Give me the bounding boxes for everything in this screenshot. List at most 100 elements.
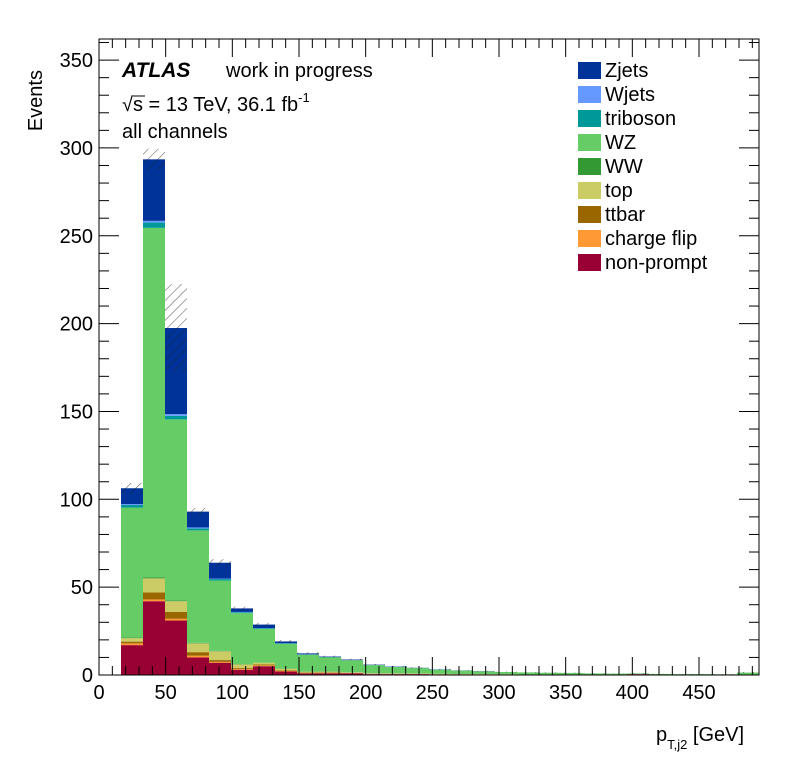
bar-WZ-11 — [363, 665, 385, 674]
uncertainty-band-20 — [561, 672, 583, 674]
bar-WZ-21 — [583, 673, 605, 675]
uncertainty-band-4 — [209, 559, 231, 567]
bar-WZ-12 — [385, 667, 407, 674]
bar-WZ-4 — [209, 580, 231, 651]
bar-non-prompt-2 — [165, 620, 187, 675]
bar-ttbar-3 — [187, 652, 209, 656]
bar-top-9 — [319, 671, 341, 673]
stacked-bars — [121, 159, 759, 675]
bar-ttbar-2 — [165, 611, 187, 619]
uncertainty-band-13 — [407, 667, 429, 669]
uncertainty-band-6 — [253, 622, 275, 627]
uncertainty-band-11 — [363, 663, 385, 666]
bar-triboson-0 — [121, 504, 143, 508]
bar-WZ-0 — [121, 507, 143, 638]
bar-WZ-7 — [275, 643, 297, 669]
x-tick-label: 0 — [93, 682, 104, 704]
bar-non-prompt-6 — [253, 666, 275, 675]
bar-WZ-22 — [605, 673, 627, 675]
bar-WZ-28 — [737, 672, 759, 675]
bar-charge-flip-2 — [165, 618, 187, 621]
channel-label: all channels — [122, 121, 228, 143]
bar-WZ-5 — [231, 613, 253, 665]
bar-top-0 — [121, 638, 143, 642]
uncertainty-band-1 — [143, 148, 165, 170]
bar-triboson-4 — [209, 579, 231, 581]
axis-ticks: 0 50 100 150 200 250 300 350 400 450 0 50 100 150 200 2… — [60, 39, 759, 704]
bar-ttbar-0 — [121, 641, 143, 644]
bar-top-2 — [165, 601, 187, 612]
bar-WZ-2 — [165, 419, 187, 601]
bar-non-prompt-5 — [231, 669, 253, 675]
uncertainty-band-18 — [517, 672, 539, 673]
bar-WZ-19 — [539, 672, 561, 675]
x-tick-label: 450 — [682, 682, 715, 704]
bar-WZ-24 — [649, 673, 671, 675]
y-tick-label: 200 — [60, 314, 93, 336]
bar-Wjets-0 — [121, 504, 143, 505]
bar-Zjets-4 — [209, 562, 231, 579]
bar-charge-flip-1 — [143, 599, 165, 602]
legend-swatch-triboson — [578, 110, 601, 127]
uncertainty-band-9 — [319, 655, 341, 658]
bar-WZ-18 — [517, 672, 539, 675]
bar-WZ-1 — [143, 227, 165, 578]
legend-label-Zjets: Zjets — [605, 60, 648, 82]
bar-WZ-25 — [671, 674, 693, 675]
bar-triboson-5 — [231, 612, 253, 614]
legend-swatch-top — [578, 182, 601, 199]
uncertainty-band-19 — [539, 672, 561, 674]
bar-non-prompt-4 — [209, 662, 231, 675]
legend-label-top: top — [605, 180, 633, 202]
bar-WZ-26 — [693, 674, 715, 675]
legend-swatch-WZ — [578, 134, 601, 151]
uncertainty-band-14 — [429, 668, 451, 670]
legend-swatch-Wjets — [578, 86, 601, 103]
y-tick-label: 50 — [71, 577, 93, 599]
bar-WZ-3 — [187, 530, 209, 643]
bar-WZ-9 — [319, 657, 341, 672]
bar-charge-flip-0 — [121, 643, 143, 646]
bar-charge-flip-4 — [209, 661, 231, 663]
uncertainty-band-2 — [165, 284, 187, 372]
bar-triboson-2 — [165, 415, 187, 420]
x-tick-label: 300 — [482, 682, 515, 704]
x-axis-label: pT,j2 [GeV] — [656, 724, 744, 752]
bar-charge-flip-5 — [231, 668, 253, 670]
bar-WW-0 — [121, 637, 143, 639]
energy-lumi-label: √s = 13 TeV, 36.1 fb-1 — [122, 90, 310, 116]
bar-Wjets-3 — [187, 527, 209, 529]
x-tick-label: 150 — [282, 682, 315, 704]
uncertainty-band-3 — [187, 508, 209, 516]
legend-label-non-prompt: non-prompt — [605, 252, 708, 274]
bar-ttbar-4 — [209, 660, 231, 662]
legend-label-WZ: WZ — [605, 132, 636, 154]
uncertainty-band-0 — [121, 482, 143, 494]
x-tick-label: 250 — [416, 682, 449, 704]
x-tick-label: 100 — [216, 682, 249, 704]
bar-ttbar-6 — [253, 664, 275, 666]
legend-swatch-Zjets — [578, 62, 601, 79]
bar-top-1 — [143, 578, 165, 593]
y-tick-label: 100 — [60, 489, 93, 511]
y-tick-label: 350 — [60, 50, 93, 72]
x-axis-label-main: p — [656, 724, 667, 746]
bar-Wjets-1 — [143, 220, 165, 223]
x-tick-label: 350 — [549, 682, 582, 704]
plot-frame — [98, 38, 760, 676]
energy-sup: -1 — [298, 90, 310, 105]
x-axis-label-unit: [GeV] — [687, 724, 744, 746]
x-tick-label: 400 — [616, 682, 649, 704]
bar-Zjets-3 — [187, 511, 209, 528]
bar-charge-flip-6 — [253, 665, 275, 667]
uncertainty-bands — [121, 148, 759, 675]
legend-swatch-WW — [578, 158, 601, 175]
legend-swatch-non-prompt — [578, 254, 601, 271]
bar-top-3 — [187, 643, 209, 653]
bar-non-prompt-8 — [297, 673, 319, 675]
uncertainty-band-12 — [385, 666, 407, 668]
uncertainty-band-17 — [495, 671, 517, 673]
y-tick-label: 300 — [60, 138, 93, 160]
